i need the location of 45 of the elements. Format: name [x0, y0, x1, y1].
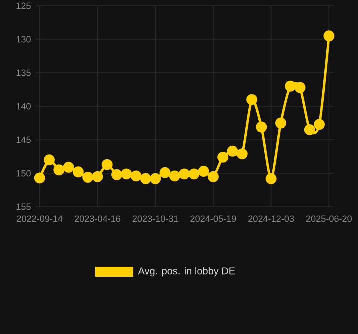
- point: [246, 94, 258, 106]
- x-tick-label: 2024-12-03: [248, 216, 294, 222]
- point: [266, 173, 277, 184]
- point: [102, 159, 113, 170]
- point: [198, 166, 210, 177]
- point: [44, 154, 55, 166]
- point: [54, 164, 65, 176]
- x-tick-label: 2025-06-20: [306, 216, 352, 222]
- point: [285, 80, 296, 92]
- point: [121, 168, 132, 180]
- point: [188, 168, 200, 180]
- point: [72, 166, 84, 178]
- point: [160, 167, 171, 178]
- point: [112, 169, 122, 180]
- point: [63, 162, 74, 173]
- point: [294, 82, 306, 94]
- y-tick-label: 140: [16, 103, 31, 110]
- legend-label: Avg. pos. in lobby DE: [138, 267, 236, 277]
- point: [179, 168, 190, 180]
- x-tick-label: 2022-09-14: [17, 216, 63, 222]
- point: [324, 30, 335, 42]
- y-tick-label: 125: [16, 2, 31, 10]
- point: [304, 124, 316, 136]
- y-tick-label: 150: [16, 170, 31, 177]
- y-tick-label: 145: [16, 136, 31, 144]
- point: [218, 152, 229, 163]
- point: [140, 173, 152, 184]
- x-tick-label: 2024-05-19: [190, 216, 236, 222]
- y-tick-label: 155: [16, 204, 31, 210]
- point: [82, 172, 94, 183]
- point: [275, 118, 286, 129]
- x-tick-label: 2023-04-16: [74, 216, 120, 222]
- y-tick-label: 135: [16, 70, 31, 76]
- point: [227, 146, 238, 157]
- point: [169, 170, 180, 182]
- point: [256, 122, 268, 133]
- point: [314, 119, 325, 130]
- x-tick-label: 2023-10-31: [132, 216, 178, 222]
- point: [208, 171, 219, 182]
- point: [34, 172, 46, 184]
- point: [150, 173, 162, 184]
- y-tick-label: 130: [16, 36, 31, 43]
- point: [236, 148, 248, 160]
- point: [92, 171, 104, 182]
- point: [130, 170, 142, 182]
